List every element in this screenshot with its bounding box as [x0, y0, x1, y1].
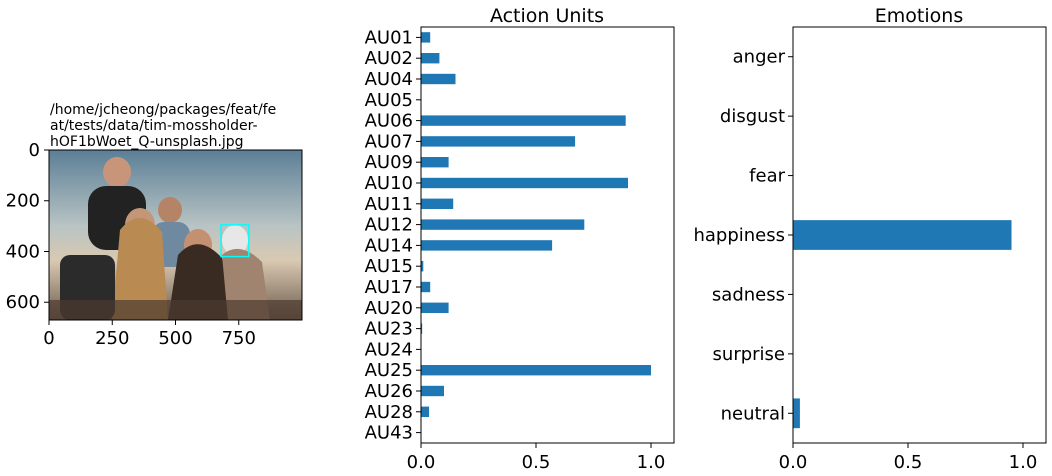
au-bar: [421, 73, 456, 85]
photo-panel: 0 250 500 750 0 200 400 600: [6, 140, 303, 349]
au-bar: [421, 406, 430, 417]
au-category-label: AU25: [365, 360, 413, 381]
au-bar: [421, 32, 431, 43]
emotion-bar: [793, 220, 1012, 250]
au-category-label: AU23: [365, 319, 413, 340]
photo-x-tick-label: 250: [95, 328, 129, 349]
au-category-label: AU20: [365, 298, 413, 319]
emotion-category-label: surprise: [713, 344, 785, 365]
au-bar: [421, 323, 423, 334]
au-category-label: AU28: [365, 402, 413, 423]
face-detection-box: [220, 224, 250, 258]
au-category-label: AU26: [365, 381, 413, 402]
au-bar: [421, 302, 449, 313]
photo-title-line: hOF1bWoet_Q-unsplash.jpg: [50, 134, 244, 150]
au-category-label: AU15: [365, 256, 413, 277]
au-category-label: AU02: [365, 48, 413, 69]
au-bar: [421, 115, 626, 126]
emotion-category-label: fear: [749, 166, 785, 187]
action-units-ticks: AU01AU02AU04AU05AU06AU07AU09AU10AU11AU12…: [365, 27, 666, 473]
au-category-label: AU07: [365, 131, 413, 152]
au-bar: [421, 385, 444, 397]
emotion-category-label: anger: [733, 47, 786, 68]
photo: [49, 150, 302, 320]
photo-y-tick-label: 600: [6, 292, 40, 313]
photo-y-tick-label: 0: [29, 140, 40, 161]
au-bar: [421, 281, 431, 293]
au-category-label: AU12: [365, 215, 413, 236]
emotion-x-tick-label: 1.0: [1009, 452, 1038, 473]
au-category-label: AU09: [365, 152, 413, 173]
au-category-label: AU14: [365, 235, 413, 256]
au-bar: [421, 240, 553, 251]
action-units-title: Action Units: [490, 5, 604, 27]
emotion-x-tick-label: 0.0: [779, 452, 808, 473]
au-x-tick-label: 1.0: [637, 452, 666, 473]
au-bar: [421, 157, 449, 168]
au-category-label: AU04: [365, 69, 413, 90]
action-units-frame: [420, 26, 675, 444]
au-bar: [421, 219, 585, 230]
photo-y-tick-label: 200: [6, 191, 40, 212]
photo-x-tick-label: 750: [222, 328, 256, 349]
au-bar: [421, 365, 651, 376]
emotion-category-label: disgust: [720, 106, 785, 127]
emotion-category-label: sadness: [712, 284, 785, 305]
au-category-label: AU06: [365, 111, 413, 132]
emotions-ticks: anger disgust fear happiness sadness surprise…: [693, 47, 1037, 473]
emotions-title: Emotions: [875, 5, 963, 27]
action-units-panel: Action Units AU01AU02AU04AU05AU06AU07AU0…: [365, 5, 675, 473]
au-bar: [421, 261, 424, 272]
au-bar: [421, 53, 440, 64]
au-x-tick-label: 0.5: [522, 452, 551, 473]
au-bar: [421, 177, 628, 189]
emotion-x-tick-label: 0.5: [894, 452, 923, 473]
au-category-label: AU11: [365, 194, 413, 215]
au-category-label: AU10: [365, 173, 413, 194]
au-bar: [421, 136, 576, 147]
emotions-bars: [793, 220, 1012, 429]
au-category-label: AU43: [365, 423, 413, 444]
photo-axis-ticks: 0 250 500 750 0 200 400 600: [6, 140, 256, 349]
photo-title-line: at/tests/data/tim-mossholder-: [50, 118, 258, 134]
photo-title: /home/jcheong/packages/feat/fe at/tests/…: [50, 102, 300, 150]
au-category-label: AU05: [365, 90, 413, 111]
au-x-tick-label: 0.0: [407, 452, 436, 473]
photo-x-tick-label: 0: [43, 328, 54, 349]
action-units-bars: [421, 32, 651, 417]
au-bar: [421, 198, 454, 209]
au-category-label: AU24: [365, 339, 413, 360]
photo-y-tick-label: 400: [6, 241, 40, 262]
emotion-category-label: happiness: [693, 225, 785, 246]
au-category-label: AU01: [365, 27, 413, 48]
emotion-category-label: neutral: [721, 403, 785, 424]
photo-x-tick-label: 500: [158, 328, 192, 349]
au-category-label: AU17: [365, 277, 413, 298]
emotion-bar: [793, 398, 800, 429]
emotions-panel: Emotions anger disgust fear happiness sadnes…: [693, 5, 1047, 473]
photo-title-line: /home/jcheong/packages/feat/fe: [50, 102, 277, 118]
